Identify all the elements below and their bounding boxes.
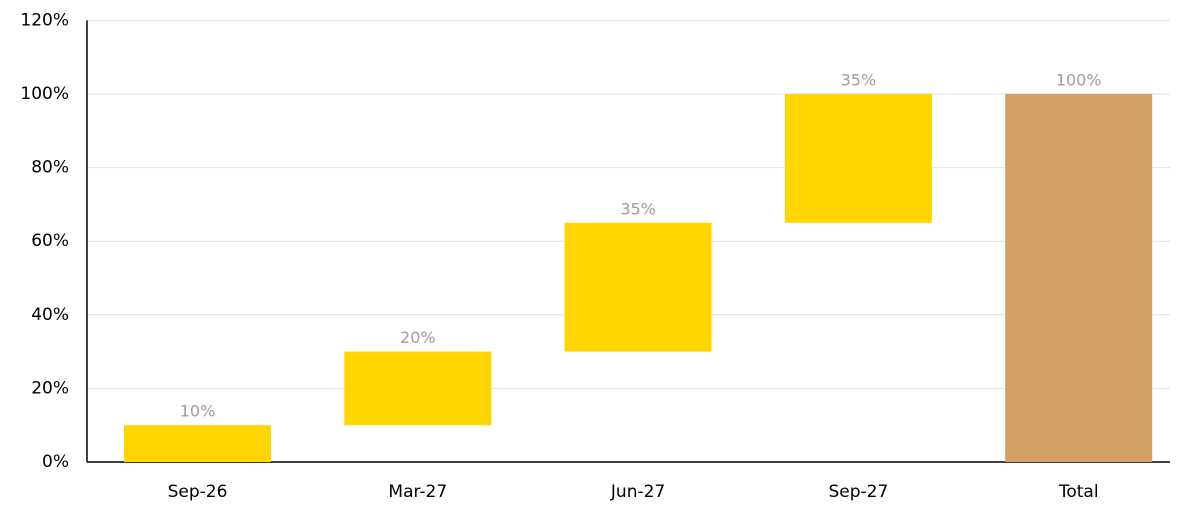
value-label: 35% [841, 71, 877, 90]
y-tick-label: 60% [31, 231, 69, 251]
value-label: 20% [400, 328, 436, 347]
bar [564, 222, 712, 352]
total-bar [1005, 94, 1153, 462]
x-tick-label: Mar-27 [388, 482, 447, 502]
y-tick-label: 20% [31, 378, 69, 398]
y-tick-label: 100% [20, 84, 69, 104]
y-tick-label: 40% [31, 305, 69, 325]
x-tick-label: Total [1058, 482, 1099, 502]
bar [784, 94, 932, 223]
x-tick-label: Sep-27 [828, 482, 888, 502]
x-tick-label: Jun-27 [610, 482, 665, 502]
y-tick-label: 80% [31, 158, 69, 178]
x-tick-label: Sep-26 [168, 482, 228, 502]
bar [124, 425, 271, 462]
value-label: 100% [1056, 71, 1102, 90]
value-label: 10% [180, 402, 216, 421]
y-tick-label: 120% [20, 10, 69, 30]
y-tick-label: 0% [42, 452, 69, 472]
bar [344, 351, 492, 426]
value-label: 35% [620, 199, 656, 218]
